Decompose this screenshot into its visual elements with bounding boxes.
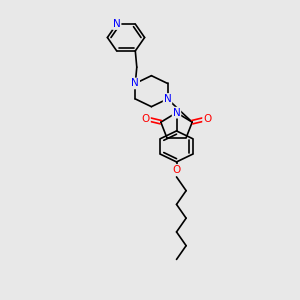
Text: O: O [172,165,181,175]
Text: N: N [131,78,139,88]
Text: N: N [164,94,171,104]
Text: O: O [203,114,211,124]
Text: O: O [142,114,150,124]
Text: N: N [113,19,121,29]
Text: N: N [172,108,180,118]
